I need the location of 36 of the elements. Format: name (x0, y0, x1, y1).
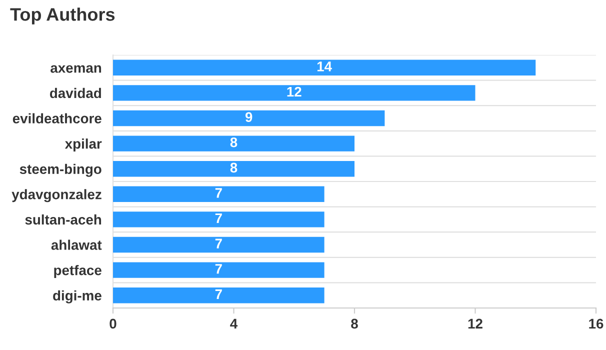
x-tick-label: 0 (110, 318, 116, 329)
data-label: 7 (215, 188, 222, 198)
data-label: 7 (215, 213, 222, 224)
data-label: 14 (317, 62, 332, 72)
data-label: 12 (287, 86, 302, 97)
bar (113, 212, 324, 228)
y-tick-label: davidad (50, 88, 101, 98)
bar (113, 236, 324, 253)
data-label: 9 (245, 112, 252, 122)
x-tick-label: 12 (468, 318, 482, 328)
y-tick-label: ahlawat (51, 240, 102, 250)
y-tick-label: axeman (50, 65, 102, 73)
data-label: 8 (230, 137, 238, 148)
y-tick-label: petface (54, 265, 102, 278)
y-tick-label: ydavgonzalez (12, 189, 102, 202)
bar (113, 161, 354, 177)
data-label: 7 (215, 289, 222, 299)
x-tick-label: 8 (351, 318, 358, 329)
bar (113, 262, 324, 278)
bar (113, 60, 536, 76)
bar (113, 288, 324, 304)
y-tick-label: steem-bingo (20, 164, 102, 177)
bar (113, 136, 354, 152)
y-tick-label: sultan-aceh (25, 214, 102, 225)
x-tick-label: 16 (589, 318, 604, 329)
x-tick-label: 4 (230, 318, 238, 328)
data-label: 8 (230, 162, 238, 173)
y-tick-label: digi-me (53, 290, 102, 304)
bar (113, 186, 324, 202)
bar (113, 85, 476, 101)
bar (113, 110, 385, 126)
y-tick-label: evildeathcore (12, 113, 102, 124)
data-label: 7 (215, 264, 222, 274)
chart-title: Top Authors (10, 8, 115, 24)
data-label: 7 (215, 238, 222, 248)
y-tick-label: xpilar (64, 138, 102, 152)
